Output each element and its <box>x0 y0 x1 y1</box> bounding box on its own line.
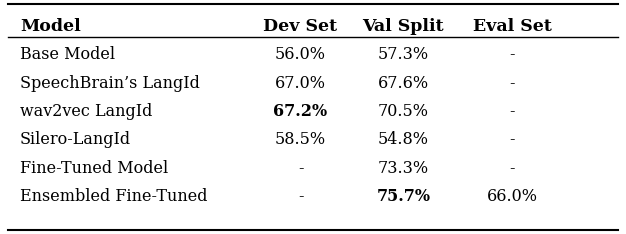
Text: Fine-Tuned Model: Fine-Tuned Model <box>20 160 168 177</box>
Text: 58.5%: 58.5% <box>275 132 326 148</box>
Text: 75.7%: 75.7% <box>376 188 430 205</box>
Text: -: - <box>510 47 515 63</box>
Text: Silero-LangId: Silero-LangId <box>20 132 131 148</box>
Text: Eval Set: Eval Set <box>473 18 552 35</box>
Text: 67.0%: 67.0% <box>275 75 326 92</box>
Text: Dev Set: Dev Set <box>264 18 337 35</box>
Text: 57.3%: 57.3% <box>378 47 429 63</box>
Text: 67.2%: 67.2% <box>274 103 327 120</box>
Text: 54.8%: 54.8% <box>378 132 429 148</box>
Text: -: - <box>510 132 515 148</box>
Text: 56.0%: 56.0% <box>275 47 326 63</box>
Text: -: - <box>510 160 515 177</box>
Text: 66.0%: 66.0% <box>487 188 538 205</box>
Text: Model: Model <box>20 18 81 35</box>
Text: 70.5%: 70.5% <box>378 103 429 120</box>
Text: Ensembled Fine-Tuned: Ensembled Fine-Tuned <box>20 188 208 205</box>
Text: 67.6%: 67.6% <box>378 75 429 92</box>
Text: Base Model: Base Model <box>20 47 115 63</box>
Text: -: - <box>510 103 515 120</box>
Text: SpeechBrain’s LangId: SpeechBrain’s LangId <box>20 75 200 92</box>
Text: -: - <box>298 160 303 177</box>
Text: Val Split: Val Split <box>362 18 444 35</box>
Text: -: - <box>298 188 303 205</box>
Text: wav2vec LangId: wav2vec LangId <box>20 103 153 120</box>
Text: 73.3%: 73.3% <box>378 160 429 177</box>
Text: -: - <box>510 75 515 92</box>
